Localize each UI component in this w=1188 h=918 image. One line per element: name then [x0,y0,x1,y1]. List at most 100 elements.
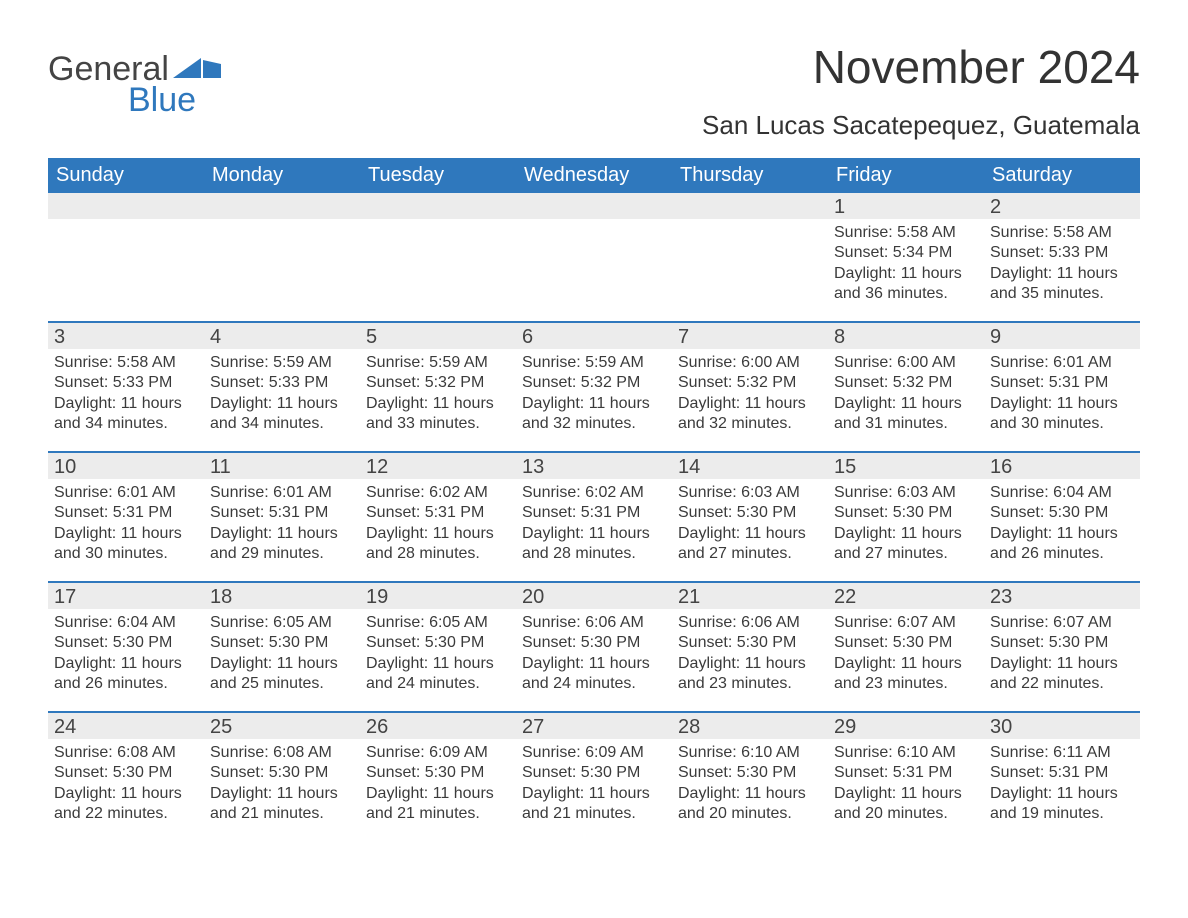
daylight-line: Daylight: 11 hours and 23 minutes. [834,654,978,695]
day-number: 1 [828,193,984,219]
day-cell: 12Sunrise: 6:02 AMSunset: 5:31 PMDayligh… [360,453,516,581]
daylight-line: Daylight: 11 hours and 24 minutes. [366,654,510,695]
sunrise-line: Sunrise: 6:01 AM [990,353,1134,373]
sunset-line: Sunset: 5:33 PM [210,373,354,393]
day-cell: . [48,193,204,321]
weekday-header: Tuesday [360,158,516,193]
daylight-line: Daylight: 11 hours and 26 minutes. [54,654,198,695]
weekday-header: Thursday [672,158,828,193]
day-cell: 20Sunrise: 6:06 AMSunset: 5:30 PMDayligh… [516,583,672,711]
sunrise-line: Sunrise: 5:58 AM [54,353,198,373]
sunset-line: Sunset: 5:30 PM [210,633,354,653]
sunrise-line: Sunrise: 6:07 AM [834,613,978,633]
sunrise-line: Sunrise: 6:10 AM [834,743,978,763]
sunset-line: Sunset: 5:30 PM [366,633,510,653]
day-number: 14 [672,453,828,479]
day-number: 11 [204,453,360,479]
day-cell: 19Sunrise: 6:05 AMSunset: 5:30 PMDayligh… [360,583,516,711]
daylight-line: Daylight: 11 hours and 29 minutes. [210,524,354,565]
daylight-line: Daylight: 11 hours and 19 minutes. [990,784,1134,825]
sunrise-line: Sunrise: 6:00 AM [678,353,822,373]
day-number: 23 [984,583,1140,609]
sunrise-line: Sunrise: 6:05 AM [366,613,510,633]
day-number: 25 [204,713,360,739]
daylight-line: Daylight: 11 hours and 22 minutes. [54,784,198,825]
sunset-line: Sunset: 5:30 PM [990,503,1134,523]
day-number: 20 [516,583,672,609]
weekday-header: Sunday [48,158,204,193]
day-cell: 1Sunrise: 5:58 AMSunset: 5:34 PMDaylight… [828,193,984,321]
day-cell: 24Sunrise: 6:08 AMSunset: 5:30 PMDayligh… [48,713,204,841]
day-number: 9 [984,323,1140,349]
sunset-line: Sunset: 5:34 PM [834,243,978,263]
day-number: . [672,193,828,219]
sunrise-line: Sunrise: 6:11 AM [990,743,1134,763]
day-number: 27 [516,713,672,739]
sunrise-line: Sunrise: 6:04 AM [990,483,1134,503]
day-number: 3 [48,323,204,349]
day-cell: 17Sunrise: 6:04 AMSunset: 5:30 PMDayligh… [48,583,204,711]
sunrise-line: Sunrise: 5:59 AM [522,353,666,373]
daylight-line: Daylight: 11 hours and 28 minutes. [522,524,666,565]
week-row: 17Sunrise: 6:04 AMSunset: 5:30 PMDayligh… [48,581,1140,711]
sunrise-line: Sunrise: 5:59 AM [210,353,354,373]
day-number: . [360,193,516,219]
daylight-line: Daylight: 11 hours and 27 minutes. [834,524,978,565]
day-number: 2 [984,193,1140,219]
sunset-line: Sunset: 5:33 PM [990,243,1134,263]
day-number: 24 [48,713,204,739]
week-row: .....1Sunrise: 5:58 AMSunset: 5:34 PMDay… [48,193,1140,321]
sunset-line: Sunset: 5:30 PM [54,763,198,783]
sunset-line: Sunset: 5:31 PM [54,503,198,523]
week-row: 3Sunrise: 5:58 AMSunset: 5:33 PMDaylight… [48,321,1140,451]
sunrise-line: Sunrise: 5:59 AM [366,353,510,373]
sunrise-line: Sunrise: 6:08 AM [210,743,354,763]
day-cell: 10Sunrise: 6:01 AMSunset: 5:31 PMDayligh… [48,453,204,581]
day-cell: 9Sunrise: 6:01 AMSunset: 5:31 PMDaylight… [984,323,1140,451]
day-cell: 22 Sunrise: 6:07 AMSunset: 5:30 PMDayligh… [828,583,984,711]
sunset-line: Sunset: 5:30 PM [990,633,1134,653]
weekday-header: Monday [204,158,360,193]
day-number: 13 [516,453,672,479]
day-cell: 3Sunrise: 5:58 AMSunset: 5:33 PMDaylight… [48,323,204,451]
daylight-line: Daylight: 11 hours and 30 minutes. [54,524,198,565]
sunrise-line: Sunrise: 6:09 AM [522,743,666,763]
sunrise-line: Sunrise: 6:07 AM [990,613,1134,633]
daylight-line: Daylight: 11 hours and 21 minutes. [522,784,666,825]
week-row: 10Sunrise: 6:01 AMSunset: 5:31 PMDayligh… [48,451,1140,581]
sunrise-line: Sunrise: 6:05 AM [210,613,354,633]
sunrise-line: Sunrise: 6:10 AM [678,743,822,763]
day-cell: 13Sunrise: 6:02 AMSunset: 5:31 PMDayligh… [516,453,672,581]
daylight-line: Daylight: 11 hours and 21 minutes. [210,784,354,825]
sunrise-line: Sunrise: 6:01 AM [210,483,354,503]
sunset-line: Sunset: 5:30 PM [834,633,978,653]
daylight-line: Daylight: 11 hours and 23 minutes. [678,654,822,695]
day-number: 22 [828,583,984,609]
sunset-line: Sunset: 5:32 PM [678,373,822,393]
day-number: 4 [204,323,360,349]
day-number: 30 [984,713,1140,739]
daylight-line: Daylight: 11 hours and 32 minutes. [522,394,666,435]
sunset-line: Sunset: 5:32 PM [366,373,510,393]
day-cell: 4 Sunrise: 5:59 AMSunset: 5:33 PMDaylight… [204,323,360,451]
sunset-line: Sunset: 5:31 PM [366,503,510,523]
day-cell: 18Sunrise: 6:05 AMSunset: 5:30 PMDayligh… [204,583,360,711]
day-cell: 23Sunrise: 6:07 AMSunset: 5:30 PMDayligh… [984,583,1140,711]
day-number: 10 [48,453,204,479]
daylight-line: Daylight: 11 hours and 31 minutes. [834,394,978,435]
day-number: 8 [828,323,984,349]
sunrise-line: Sunrise: 6:00 AM [834,353,978,373]
sunrise-line: Sunrise: 5:58 AM [834,223,978,243]
day-cell: 14Sunrise: 6:03 AMSunset: 5:30 PMDayligh… [672,453,828,581]
day-cell: 21Sunrise: 6:06 AMSunset: 5:30 PMDayligh… [672,583,828,711]
day-number: . [48,193,204,219]
daylight-line: Daylight: 11 hours and 34 minutes. [210,394,354,435]
sunrise-line: Sunrise: 6:09 AM [366,743,510,763]
logo: General Blue [48,50,221,120]
day-cell: 11Sunrise: 6:01 AMSunset: 5:31 PMDayligh… [204,453,360,581]
day-number: 17 [48,583,204,609]
day-number: 5 [360,323,516,349]
weekday-header: Wednesday [516,158,672,193]
day-number: 21 [672,583,828,609]
sunset-line: Sunset: 5:30 PM [522,633,666,653]
